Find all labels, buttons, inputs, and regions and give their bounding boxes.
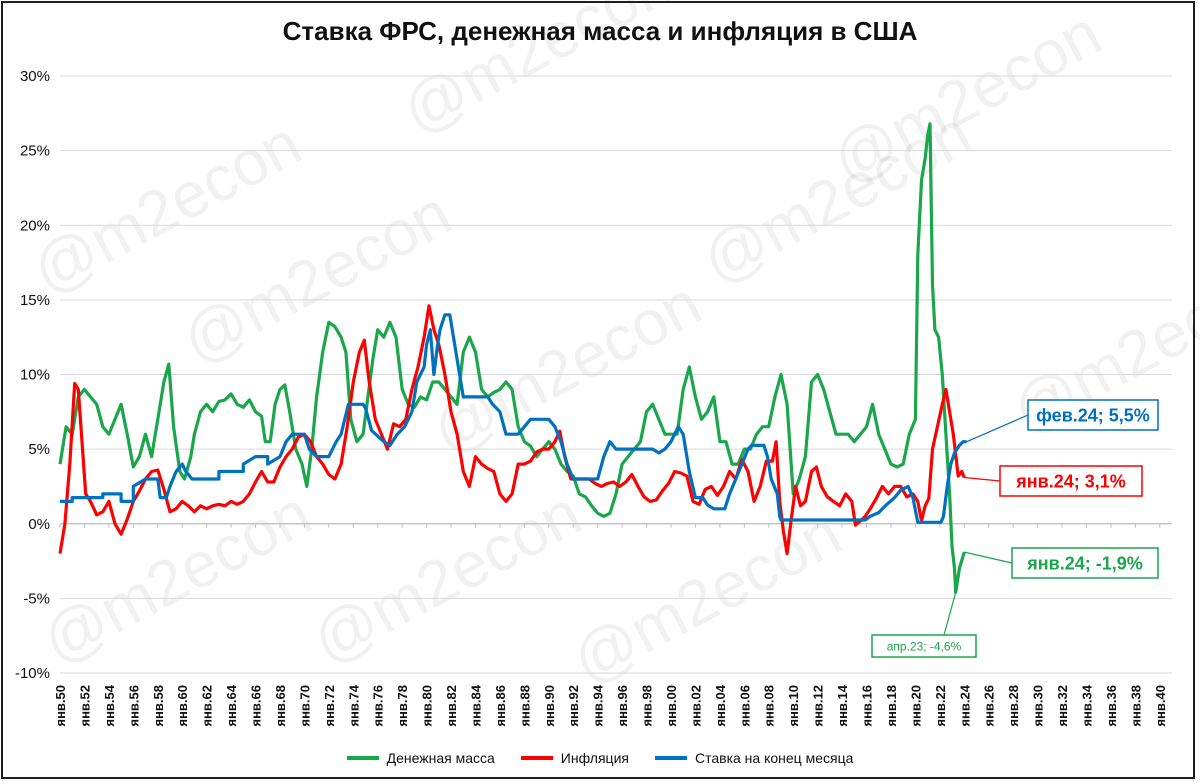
x-tick-label: янв.16 — [860, 685, 875, 727]
x-tick-label: янв.20 — [908, 685, 923, 727]
series-money-supply-line — [58, 122, 966, 594]
x-tick-label: янв.02 — [688, 685, 703, 727]
x-tick-label: янв.68 — [273, 685, 288, 727]
x-tick-label: янв.10 — [786, 685, 801, 727]
series-fed-rate-line — [60, 313, 967, 524]
y-tick-label: 25% — [20, 143, 50, 160]
legend-label-inflation: Инфляция — [560, 750, 629, 766]
x-tick-label: янв.78 — [395, 685, 410, 727]
x-tick-label: янв.30 — [1031, 685, 1046, 727]
x-tick-label: янв.92 — [566, 685, 581, 727]
chart-title: Ставка ФРС, денежная масса и инфляция в … — [282, 16, 918, 46]
x-tick-label: янв.22 — [933, 685, 948, 727]
x-tick-label: янв.62 — [200, 685, 215, 727]
x-tick-label: янв.80 — [420, 685, 435, 727]
x-tick-label: янв.74 — [346, 684, 361, 726]
annotation-label: фев.24; 5,5% — [1036, 405, 1150, 425]
legend-swatch-inflation — [520, 756, 553, 760]
annotation-leader — [964, 551, 1013, 564]
x-tick-label: янв.84 — [468, 684, 483, 726]
x-tick-label: янв.32 — [1055, 685, 1070, 727]
annotation-leader — [966, 414, 1029, 443]
legend-item-rate: Ставка на конец месяца — [654, 750, 854, 766]
x-axis-ticks: янв.50 янв.52 янв.54 янв.56 янв.58 янв.60 янв.… — [53, 523, 1168, 727]
x-tick-label: янв.64 — [224, 684, 239, 726]
chart-legend: Денежная масса Инфляция Ставка на конец … — [0, 750, 1200, 766]
x-tick-label: янв.98 — [640, 685, 655, 727]
x-tick-label: янв.14 — [835, 684, 850, 726]
x-tick-label: янв.34 — [1079, 684, 1094, 726]
grid-layer — [60, 75, 1172, 674]
annotation-leader — [964, 476, 1001, 482]
x-tick-label: янв.08 — [762, 685, 777, 727]
x-tick-label: янв.18 — [884, 685, 899, 727]
annotation-layer: фев.24; 5,5% янв.24; 3,1% янв.24; -1,9% апр… — [871, 399, 1159, 658]
y-tick-label: 15% — [20, 292, 50, 309]
x-tick-label: янв.40 — [1153, 685, 1168, 727]
x-tick-label: янв.50 — [53, 685, 68, 727]
x-tick-label: янв.76 — [371, 685, 386, 727]
legend-swatch-money — [346, 756, 379, 760]
x-tick-label: янв.06 — [737, 685, 752, 727]
x-tick-label: янв.70 — [297, 685, 312, 727]
y-axis-ticks: 30% 25% 20% 15% 10% 5% 0% -5% -10% — [15, 68, 50, 682]
annotation-label: янв.24; 3,1% — [1015, 471, 1126, 491]
x-tick-label: янв.26 — [982, 685, 997, 727]
x-tick-label: янв.52 — [77, 685, 92, 727]
annotation-leader — [943, 592, 957, 636]
legend-item-inflation: Инфляция — [520, 750, 629, 766]
x-tick-label: янв.90 — [542, 685, 557, 727]
x-tick-label: янв.56 — [126, 685, 141, 727]
x-tick-label: янв.00 — [664, 685, 679, 727]
annotation-label: янв.24; -1,9% — [1026, 553, 1142, 573]
y-tick-label: 20% — [20, 217, 50, 234]
legend-item-money: Денежная масса — [346, 750, 495, 766]
x-tick-label: янв.04 — [713, 684, 728, 726]
x-tick-label: янв.72 — [322, 685, 337, 727]
y-tick-label: 30% — [20, 68, 50, 85]
x-tick-label: янв.58 — [151, 685, 166, 727]
x-tick-label: янв.94 — [591, 684, 606, 726]
y-tick-label: -5% — [23, 590, 50, 607]
legend-label-money: Денежная масса — [386, 750, 495, 766]
y-tick-label: -10% — [15, 665, 50, 682]
legend-swatch-rate — [654, 756, 687, 760]
x-tick-label: янв.28 — [1006, 685, 1021, 727]
x-tick-label: янв.96 — [615, 685, 630, 727]
annotation-label: апр.23; -4,6% — [887, 639, 962, 653]
x-tick-label: янв.24 — [957, 684, 972, 726]
x-tick-label: янв.88 — [517, 685, 532, 727]
x-tick-label: янв.86 — [493, 685, 508, 727]
series-inflation-line — [58, 304, 966, 556]
y-tick-label: 0% — [28, 516, 50, 533]
x-tick-label: янв.38 — [1128, 685, 1143, 727]
annotation-box — [1027, 399, 1159, 431]
x-tick-label: янв.82 — [444, 685, 459, 727]
x-tick-label: янв.54 — [102, 684, 117, 726]
y-tick-label: 10% — [20, 367, 50, 384]
series-layer — [58, 122, 967, 594]
x-tick-label: янв.60 — [175, 685, 190, 727]
x-tick-label: янв.66 — [249, 685, 264, 727]
legend-label-rate: Ставка на конец месяца — [694, 750, 854, 766]
annotation-box — [1011, 547, 1159, 579]
y-tick-label: 5% — [28, 441, 50, 458]
annotation-box — [999, 465, 1143, 497]
x-tick-label: янв.12 — [811, 685, 826, 727]
x-tick-label: янв.36 — [1104, 685, 1119, 727]
annotation-box — [871, 634, 977, 658]
